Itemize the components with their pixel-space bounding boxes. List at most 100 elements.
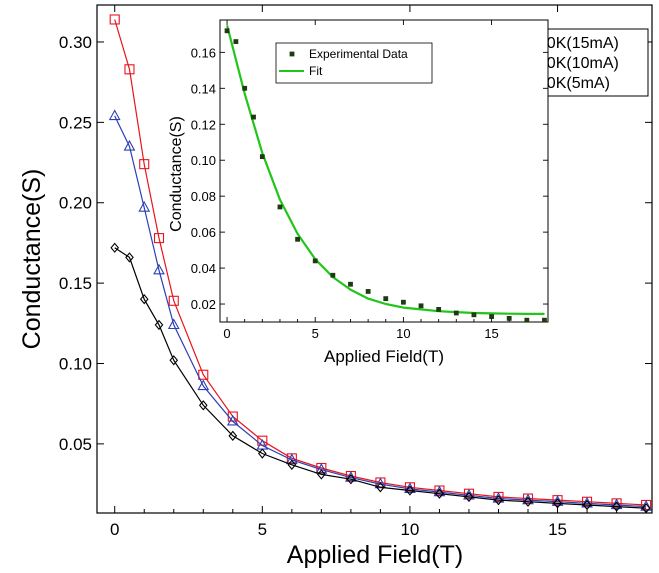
main-data-point xyxy=(197,379,210,391)
main-data-point xyxy=(124,64,135,75)
main-data-point xyxy=(464,491,474,503)
main-x-tick-label: 15 xyxy=(548,520,567,539)
inset-data-point xyxy=(365,289,371,294)
inset-x-tick-label: 5 xyxy=(312,326,319,341)
main-data-point xyxy=(551,495,564,506)
main-data-point xyxy=(138,201,151,212)
inset-y-axis-label: Conductance(S) xyxy=(168,116,185,232)
main-y-tick-label: 0.10 xyxy=(59,354,92,373)
main-data-point xyxy=(492,491,505,503)
main-data-point xyxy=(523,496,533,507)
inset-data-point xyxy=(348,281,353,287)
main-data-point xyxy=(110,242,120,253)
main-data-point xyxy=(405,485,415,496)
main-data-point xyxy=(226,414,239,426)
main-series-line xyxy=(114,19,647,506)
inset-y-tick-label: 0.08 xyxy=(191,189,216,204)
inset-y-tick-label: 0.02 xyxy=(191,297,216,312)
main-series-group xyxy=(108,14,652,514)
inset-data-point xyxy=(400,299,406,305)
inset-y-tick-label: 0.14 xyxy=(191,81,216,96)
inset-legend-marker xyxy=(289,51,295,57)
main-data-point xyxy=(109,14,120,25)
main-data-point xyxy=(123,139,136,151)
main-data-point xyxy=(581,496,593,508)
main-data-point xyxy=(169,355,179,366)
main-data-point xyxy=(258,448,267,459)
main-data-point xyxy=(435,488,444,499)
inset-chart: 0 5 10 15 0.02 0.04 0.06 0.08 0.10 0.12 0.14 0.16 A… xyxy=(168,19,549,366)
inset-data-point xyxy=(251,114,256,120)
main-x-tick-label: 5 xyxy=(258,520,267,539)
inset-data-point xyxy=(277,204,283,210)
main-x-axis-label: Applied Field(T) xyxy=(287,541,463,569)
main-legend-label: 300K(10mA) xyxy=(529,55,619,72)
main-series-line xyxy=(114,115,647,508)
inset-legend-box xyxy=(275,42,433,84)
main-data-point xyxy=(433,485,446,497)
inset-x-tick-label: 10 xyxy=(396,326,410,341)
main-data-point xyxy=(317,469,326,480)
main-series-line xyxy=(114,247,647,509)
inset-y-tick-label: 0.10 xyxy=(191,153,216,168)
main-data-point xyxy=(125,252,134,263)
inset-y-tick-label: 0.16 xyxy=(191,45,216,60)
main-y-tick-label: 0.20 xyxy=(59,194,92,213)
main-data-point xyxy=(139,294,149,305)
inset-data-point xyxy=(418,303,424,309)
inset-x-tick-label: 15 xyxy=(484,326,498,341)
inset-data-point xyxy=(489,314,494,320)
main-plot-frame xyxy=(96,4,653,514)
main-data-point xyxy=(582,499,592,511)
main-data-point xyxy=(345,471,357,482)
inset-series-group xyxy=(224,25,547,323)
inset-data-point xyxy=(312,258,318,264)
inset-axes: 0 5 10 15 0.02 0.04 0.06 0.08 0.10 0.12 0.14 0.16 xyxy=(191,20,548,341)
main-x-tick-label: 10 xyxy=(400,520,419,539)
main-data-point xyxy=(285,453,298,465)
inset-legend-label: Experimental Data xyxy=(309,47,408,61)
inset-data-point xyxy=(436,307,442,312)
main-data-point xyxy=(315,463,328,474)
inset-data-point xyxy=(383,296,389,302)
main-x-tick-label: 0 xyxy=(110,520,119,539)
inset-x-tick-label: 0 xyxy=(223,326,230,341)
main-y-axis-label: Conductance(S) xyxy=(18,169,46,350)
inset-x-axis-label: Applied Field(T) xyxy=(324,347,444,366)
main-data-point xyxy=(153,233,165,244)
main-data-point xyxy=(153,263,165,275)
main-data-point xyxy=(610,498,623,510)
inset-legend-label: Fit xyxy=(309,64,323,78)
inset-data-point xyxy=(542,317,547,323)
inset-data-point xyxy=(242,85,248,91)
main-data-point xyxy=(168,295,179,306)
main-data-point xyxy=(463,488,475,500)
main-data-point xyxy=(139,159,150,170)
inset-y-tick-label: 0.06 xyxy=(191,225,216,240)
inset-y-tick-label: 0.12 xyxy=(191,117,216,132)
main-data-point xyxy=(228,430,238,442)
main-data-point xyxy=(154,319,164,331)
inset-y-tick-label: 0.04 xyxy=(191,261,216,276)
inset-data-point xyxy=(259,154,265,160)
main-legend-label: 300K(5mA) xyxy=(529,75,610,92)
main-data-point xyxy=(198,400,208,411)
main-data-point xyxy=(376,482,385,493)
inset-legend: Experimental Data Fit xyxy=(275,42,433,84)
main-data-point xyxy=(198,369,209,380)
main-data-point xyxy=(612,501,621,512)
main-data-point xyxy=(522,493,534,505)
main-y-tick-label: 0.30 xyxy=(59,33,92,52)
inset-data-point xyxy=(224,28,230,34)
main-data-point xyxy=(287,459,297,470)
main-y-tick-label: 0.05 xyxy=(59,435,92,454)
inset-data-point xyxy=(295,236,300,242)
inset-data-point xyxy=(506,316,512,321)
main-data-point xyxy=(640,500,652,511)
main-data-point xyxy=(494,494,503,506)
inset-fit-line xyxy=(226,25,545,315)
main-data-point xyxy=(404,482,416,494)
inset-data-point xyxy=(330,272,336,278)
main-data-point xyxy=(108,109,121,121)
